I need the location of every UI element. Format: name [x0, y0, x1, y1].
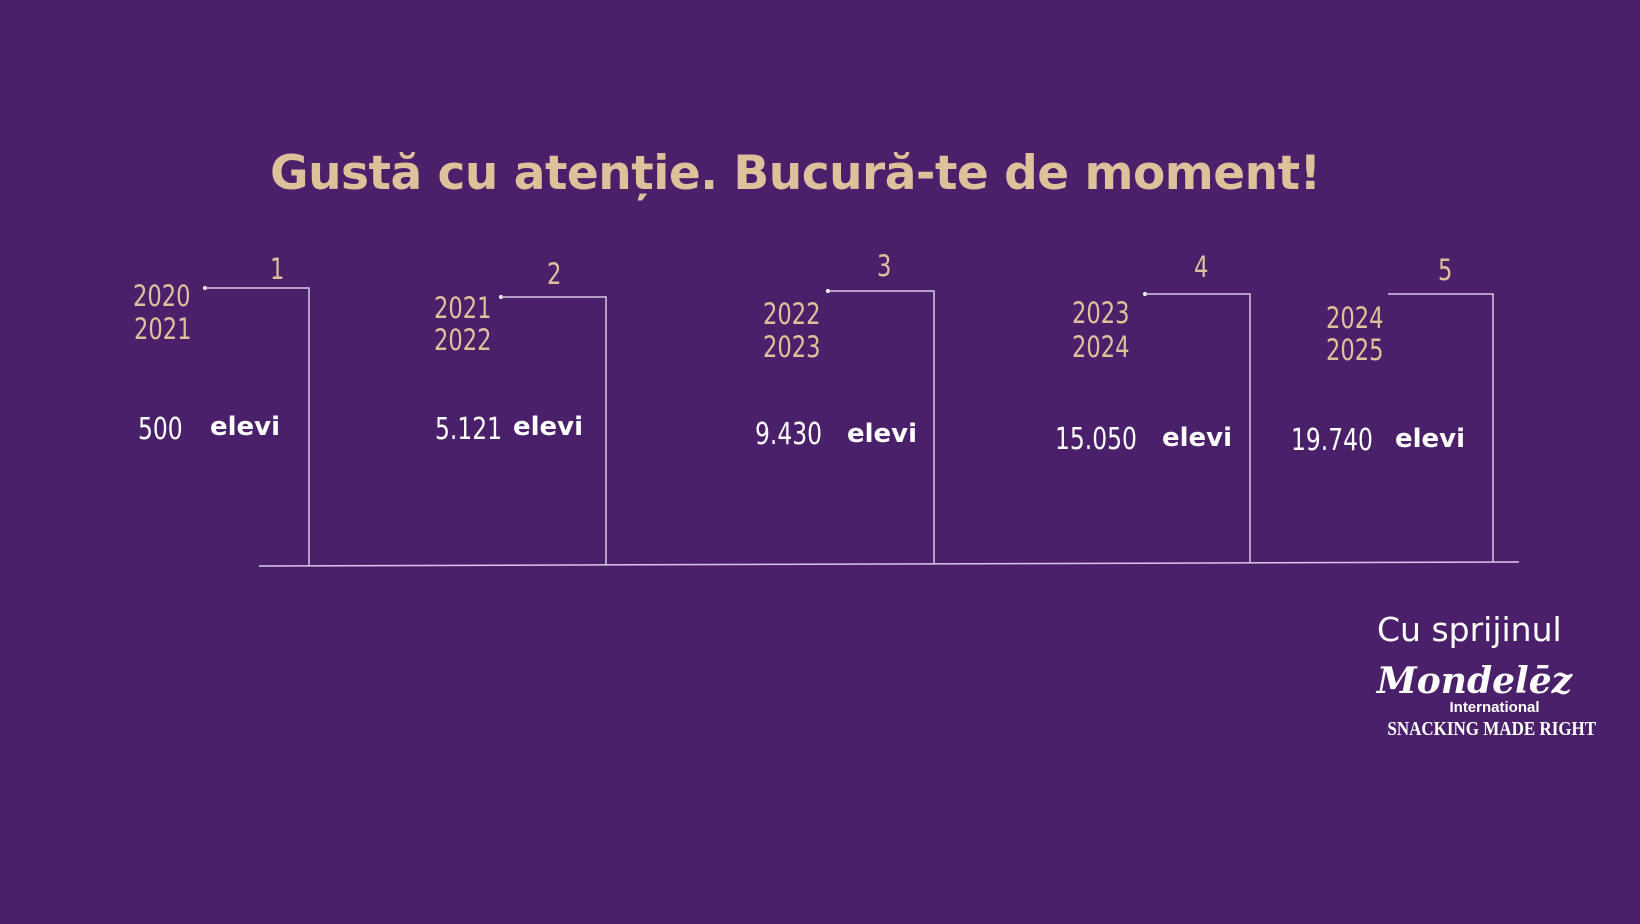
student-count: 15.050: [1055, 422, 1137, 457]
year-end: 2023: [763, 330, 821, 364]
year-end: 2025: [1326, 333, 1384, 367]
logo-tagline: SNACKING MADE RIGHT: [1387, 718, 1597, 740]
bracket-1: [203, 286, 310, 565]
step-number: 5: [1438, 253, 1453, 287]
step-number: 1: [270, 252, 285, 286]
support-label: Cu sprijinul: [1377, 610, 1562, 649]
year-end: 2021: [134, 312, 192, 346]
bracket-line: [205, 287, 310, 565]
student-unit: elevi: [513, 412, 584, 442]
year-start: 2020: [133, 279, 191, 313]
mondelez-logo: Mondelēz International SNACKING MADE RIG…: [1372, 660, 1597, 742]
student-count: 5.121: [435, 412, 502, 447]
year-start: 2023: [1072, 296, 1130, 330]
student-count: 9.430: [755, 417, 822, 452]
logo-subtitle: International: [1449, 699, 1540, 716]
bracket-2: [499, 295, 607, 565]
page-title: Gustă cu atenție. Bucură-te de moment!: [270, 146, 1321, 201]
step-number: 3: [877, 249, 892, 283]
bracket-line: [828, 290, 935, 564]
student-count: 500: [138, 412, 183, 447]
bracket-line: [1145, 293, 1251, 563]
bracket-line: [1388, 293, 1494, 562]
year-end: 2024: [1072, 330, 1130, 364]
timeline-baseline: [258, 561, 1520, 567]
bracket-5: [1388, 293, 1494, 562]
step-number: 2: [547, 257, 562, 291]
year-start: 2024: [1326, 301, 1384, 335]
student-unit: elevi: [847, 419, 918, 449]
year-start: 2022: [763, 297, 821, 331]
bracket-line: [501, 296, 607, 565]
year-end: 2022: [434, 323, 492, 357]
bracket-3: [826, 289, 935, 564]
logo-name: Mondelēz: [1376, 660, 1573, 702]
student-unit: elevi: [210, 412, 281, 442]
step-number: 4: [1194, 250, 1209, 284]
student-unit: elevi: [1395, 424, 1466, 454]
student-count: 19.740: [1291, 423, 1373, 458]
year-start: 2021: [434, 291, 492, 325]
student-unit: elevi: [1162, 423, 1233, 453]
bracket-4: [1143, 292, 1251, 563]
